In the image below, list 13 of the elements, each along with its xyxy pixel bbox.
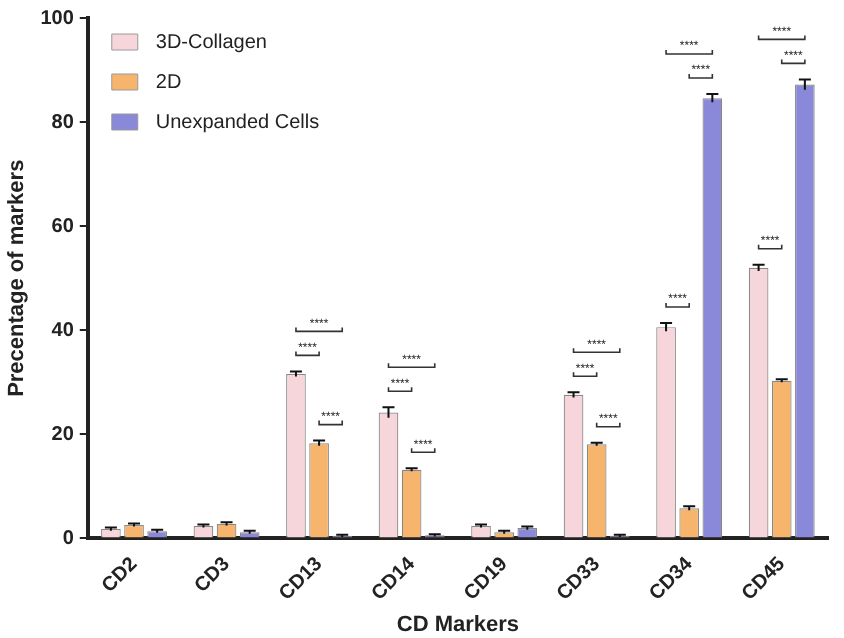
- legend-label: Unexpanded Cells: [155, 111, 320, 134]
- y-tick-label: 60: [51, 215, 75, 238]
- x-tick-label: CD3: [190, 552, 236, 598]
- legend-label: 3D-Collagen: [155, 31, 267, 54]
- y-tick-label: 0: [62, 527, 75, 550]
- x-tick-label: CD2: [98, 552, 143, 598]
- y-tick-label: 40: [51, 319, 75, 342]
- x-axis-title: CD Markers: [396, 612, 520, 637]
- y-tick-label: 100: [40, 7, 75, 30]
- y-axis-title: Precentage of markers: [5, 159, 30, 397]
- y-tick-label: 80: [51, 111, 75, 134]
- legend-label: 2D: [155, 71, 182, 94]
- y-tick-label: 20: [51, 423, 75, 446]
